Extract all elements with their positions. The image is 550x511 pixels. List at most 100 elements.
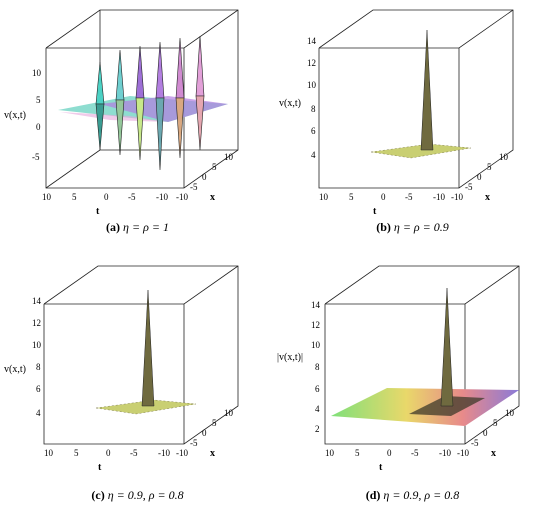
plot-3d-d: 14 12 10 8 6 4 2 |v(x,t)| 10 5 0 -5 -10 … <box>277 265 520 473</box>
svg-text:-5: -5 <box>32 152 40 162</box>
x-ticks-d: 10 5 0 -5 -10 <box>457 408 515 458</box>
svg-text:14: 14 <box>311 300 321 310</box>
t-axis-label-c: t <box>98 462 102 473</box>
svg-text:-5: -5 <box>128 192 136 202</box>
svg-text:4: 4 <box>315 404 320 414</box>
svg-text:8: 8 <box>311 104 316 114</box>
z-ticks-a: 10 5 0 -5 <box>32 68 42 162</box>
x-axis-label-d: x <box>491 448 496 459</box>
svg-text:-5: -5 <box>190 182 198 192</box>
svg-text:5: 5 <box>72 192 77 202</box>
svg-text:0: 0 <box>381 192 386 202</box>
svg-text:-10: -10 <box>176 448 188 458</box>
svg-text:8: 8 <box>315 362 320 372</box>
svg-text:10: 10 <box>32 68 42 78</box>
svg-text:0: 0 <box>106 448 111 458</box>
z-ticks-b: 14 12 10 8 6 4 <box>307 36 317 160</box>
svg-text:-5: -5 <box>405 192 413 202</box>
plot-3d-c: 14 12 10 8 6 4 v(x,t) 10 5 0 -5 -10 t 10… <box>4 265 239 473</box>
x-ticks-a: 10 5 0 -5 -10 <box>176 152 234 202</box>
svg-text:0: 0 <box>104 192 109 202</box>
svg-text:-10: -10 <box>433 192 445 202</box>
x-axis-label-b: x <box>485 192 490 203</box>
box-frame-b <box>318 9 514 189</box>
x-ticks-b: 10 5 0 -5 -10 <box>451 152 509 202</box>
svg-text:5: 5 <box>355 448 360 458</box>
surface-plane-c <box>96 400 196 414</box>
svg-text:-10: -10 <box>439 448 451 458</box>
svg-text:0: 0 <box>483 428 488 438</box>
svg-text:10: 10 <box>499 152 509 162</box>
svg-text:5: 5 <box>487 162 492 172</box>
svg-text:10: 10 <box>307 80 317 90</box>
z-ticks-c: 14 12 10 8 6 4 <box>32 296 42 418</box>
svg-text:5: 5 <box>36 95 41 105</box>
x-axis-label-c: x <box>210 448 215 459</box>
svg-text:-5: -5 <box>130 448 138 458</box>
svg-text:-5: -5 <box>471 438 479 448</box>
soliton-peak-d <box>440 287 454 407</box>
z-axis-label-a: v(x,t) <box>4 110 26 121</box>
surface-plane-b <box>371 144 471 158</box>
svg-text:12: 12 <box>311 320 320 330</box>
svg-text:0: 0 <box>477 172 482 182</box>
svg-text:5: 5 <box>212 162 217 172</box>
svg-text:2: 2 <box>315 424 320 434</box>
svg-text:10: 10 <box>319 192 329 202</box>
soliton-peak-c <box>141 289 155 407</box>
svg-text:10: 10 <box>42 192 52 202</box>
svg-text:-10: -10 <box>156 192 168 202</box>
z-ticks-d: 14 12 10 8 6 4 2 <box>311 300 321 434</box>
svg-text:0: 0 <box>202 428 207 438</box>
svg-text:4: 4 <box>311 150 316 160</box>
x-axis-label-a: x <box>210 192 215 203</box>
t-ticks-d: 10 5 0 -5 -10 <box>325 448 451 458</box>
t-axis-label-a: t <box>96 206 100 217</box>
figure-panel-b: 14 12 10 8 6 4 v(x,t) 10 5 0 -5 -10 t 10… <box>275 0 550 255</box>
svg-text:10: 10 <box>311 340 321 350</box>
soliton-spikes-a <box>95 35 205 171</box>
soliton-peak-b <box>420 29 434 151</box>
svg-text:-10: -10 <box>158 448 170 458</box>
t-ticks-b: 10 5 0 -5 -10 <box>319 192 445 202</box>
svg-text:14: 14 <box>32 296 42 306</box>
svg-text:5: 5 <box>74 448 79 458</box>
x-ticks-c: 10 5 0 -5 -10 <box>176 408 234 458</box>
svg-text:8: 8 <box>36 362 41 372</box>
svg-text:0: 0 <box>36 122 41 132</box>
svg-text:-10: -10 <box>457 448 469 458</box>
caption-b: (b) η = ρ = 0.9 <box>376 220 449 234</box>
svg-text:10: 10 <box>325 448 335 458</box>
svg-text:5: 5 <box>349 192 354 202</box>
svg-text:0: 0 <box>202 172 207 182</box>
z-axis-label-b: v(x,t) <box>279 98 301 109</box>
figure-panel-c: 14 12 10 8 6 4 v(x,t) 10 5 0 -5 -10 t 10… <box>0 256 275 511</box>
svg-text:6: 6 <box>36 384 41 394</box>
figure-panel-a: 10 5 0 -5 v(x,t) 10 5 0 -5 -10 t 10 5 0 … <box>0 0 275 255</box>
svg-text:10: 10 <box>44 448 54 458</box>
svg-text:10: 10 <box>32 340 42 350</box>
svg-text:10: 10 <box>505 408 515 418</box>
caption-c: (c) η = 0.9, ρ = 0.8 <box>91 488 184 502</box>
svg-text:12: 12 <box>307 58 316 68</box>
t-ticks-c: 10 5 0 -5 -10 <box>44 448 170 458</box>
t-axis-label-d: t <box>379 462 383 473</box>
z-axis-label-c: v(x,t) <box>4 364 26 375</box>
t-ticks-a: 10 5 0 -5 -10 <box>42 192 168 202</box>
t-axis-label-b: t <box>373 206 377 217</box>
svg-text:4: 4 <box>36 408 41 418</box>
svg-text:5: 5 <box>212 418 217 428</box>
z-axis-label-d: |v(x,t)| <box>277 352 303 363</box>
figure-panel-d: 14 12 10 8 6 4 2 |v(x,t)| 10 5 0 -5 -10 … <box>275 256 550 511</box>
svg-text:14: 14 <box>307 36 317 46</box>
svg-text:10: 10 <box>224 152 234 162</box>
svg-text:-10: -10 <box>451 192 463 202</box>
plot-3d-b: 14 12 10 8 6 4 v(x,t) 10 5 0 -5 -10 t 10… <box>279 9 514 217</box>
svg-text:-5: -5 <box>190 438 198 448</box>
caption-a: (a) η = ρ = 1 <box>106 220 169 234</box>
svg-text:6: 6 <box>311 126 316 136</box>
plot-3d-a: 10 5 0 -5 v(x,t) 10 5 0 -5 -10 t 10 5 0 … <box>4 9 239 217</box>
svg-text:5: 5 <box>493 418 498 428</box>
box-frame-c <box>43 265 239 445</box>
svg-text:10: 10 <box>224 408 234 418</box>
